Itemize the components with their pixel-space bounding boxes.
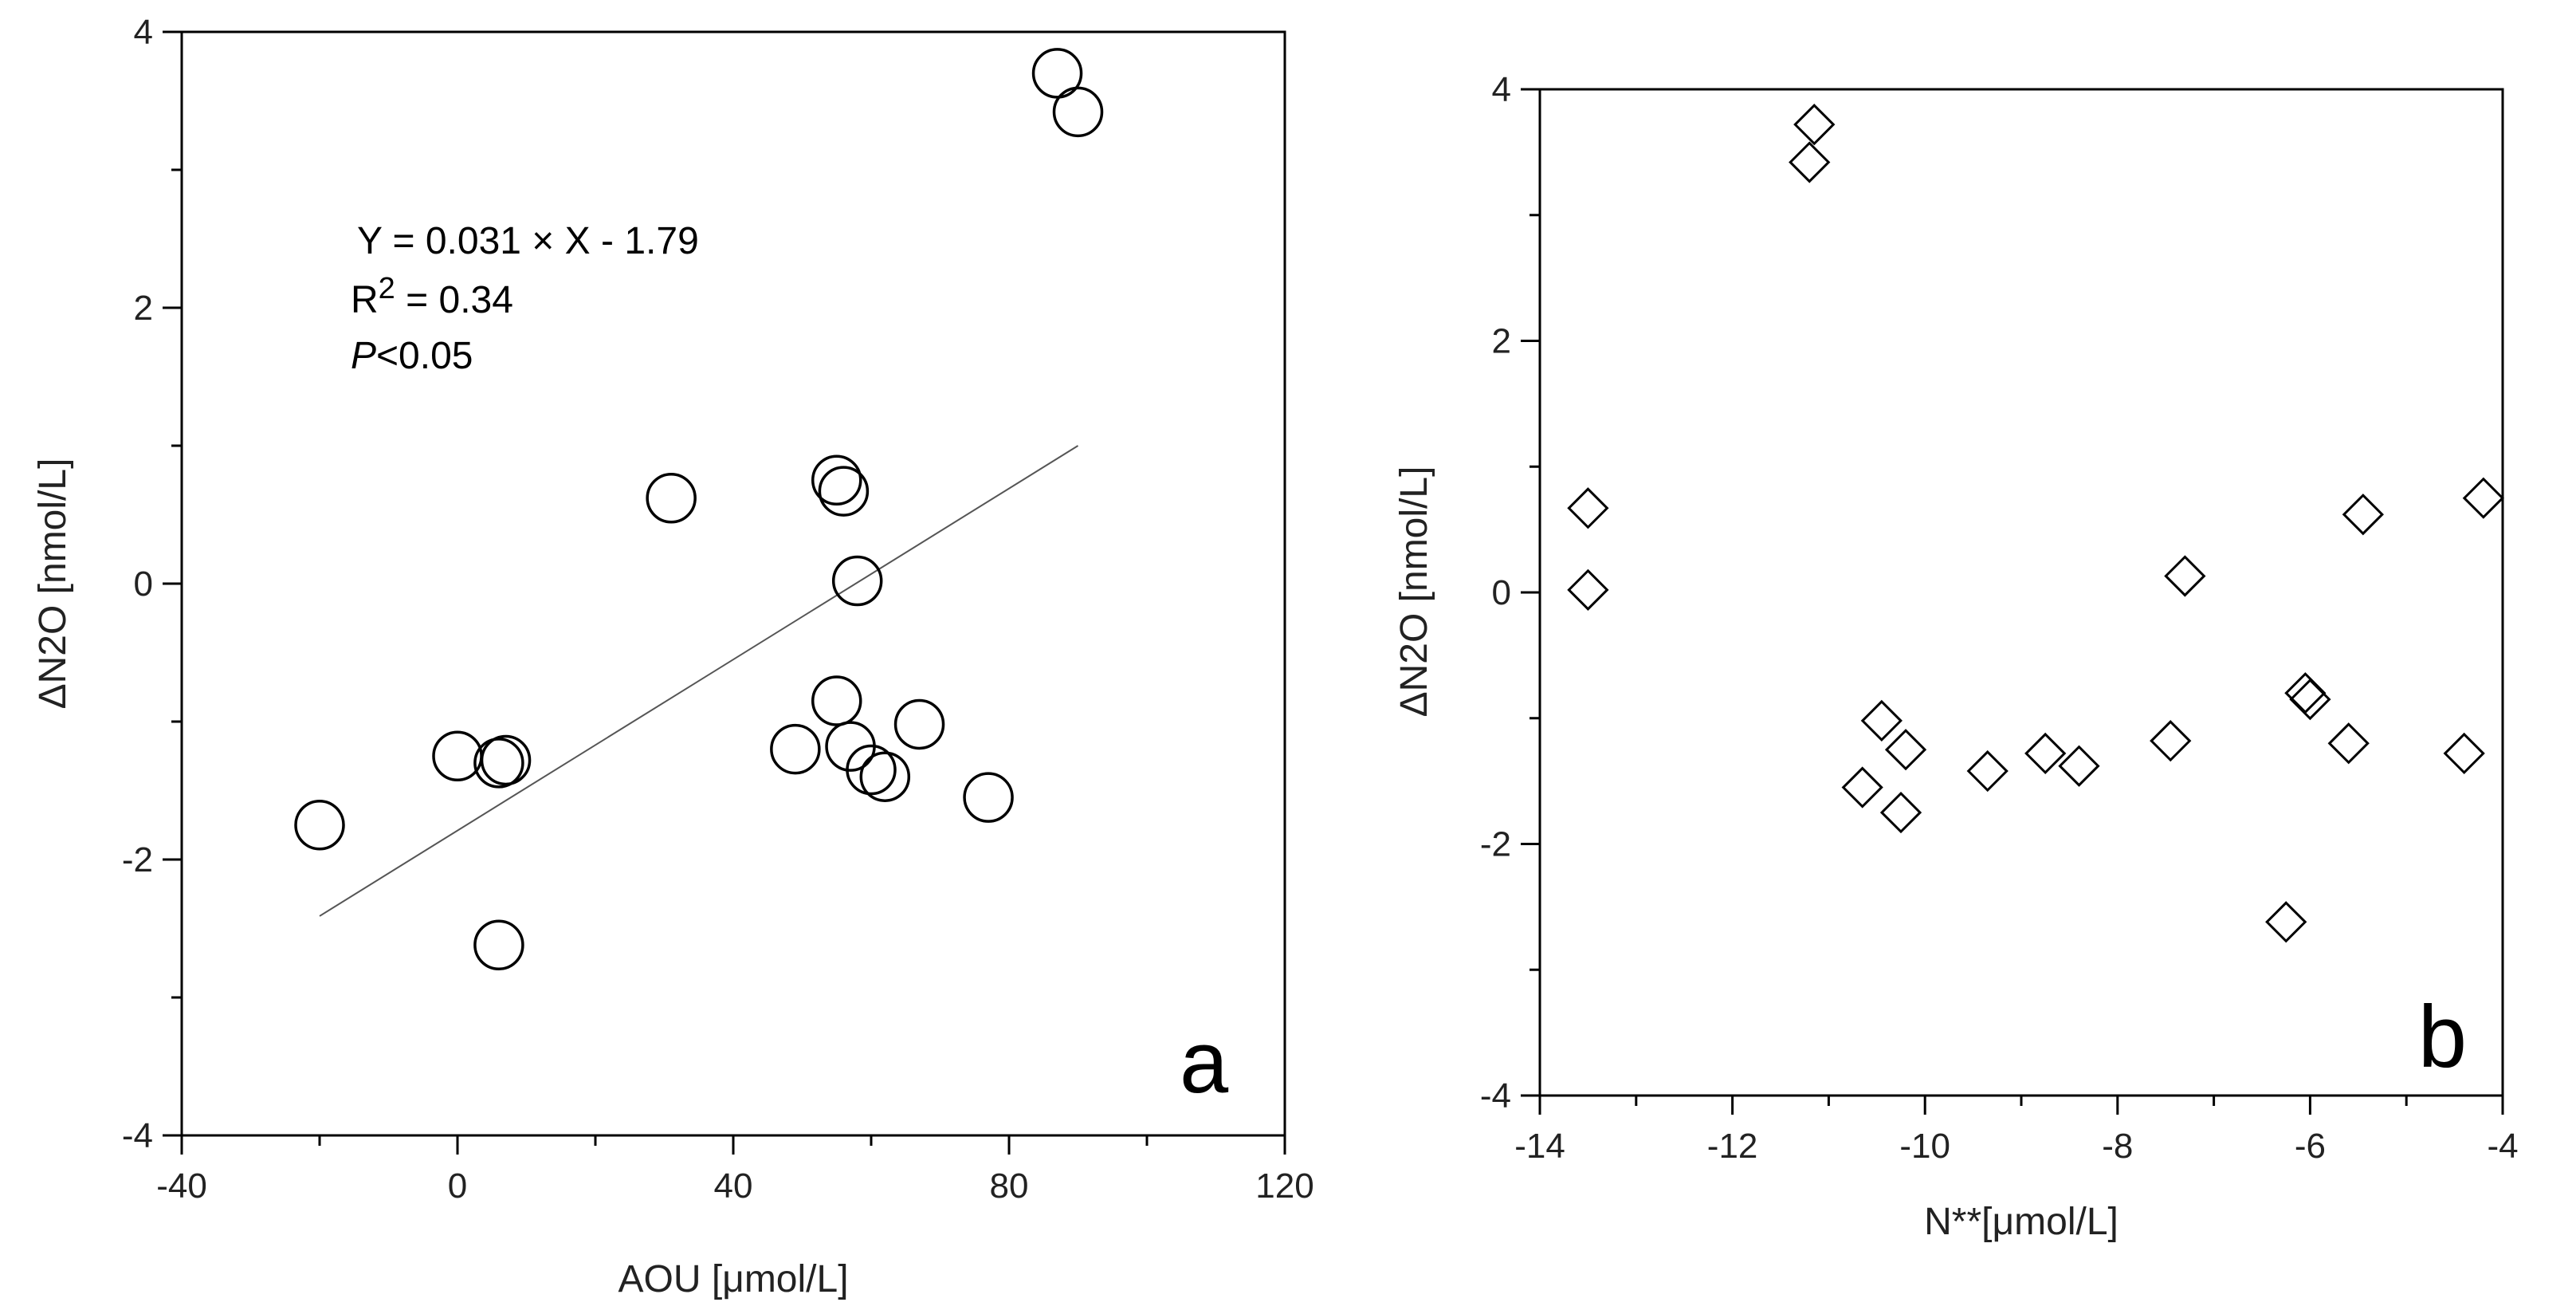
x-tick-label: 120	[1255, 1166, 1314, 1206]
data-point-circle	[811, 675, 862, 726]
y-tick-label: 2	[134, 289, 153, 328]
data-point-diamond	[2443, 732, 2485, 775]
x-tick-label: 80	[990, 1166, 1029, 1206]
data-point-diamond	[1860, 699, 1903, 742]
x-tick-label: -10	[1899, 1127, 1950, 1166]
data-point-diamond	[2024, 732, 2067, 775]
data-point-circle	[1031, 48, 1083, 99]
data-point-diamond	[2289, 678, 2331, 721]
data-point-diamond	[1567, 568, 1609, 611]
data-point-diamond	[2462, 477, 2504, 519]
data-point-diamond	[2164, 555, 2206, 597]
x-tick-label: -40	[156, 1166, 207, 1206]
y-tick-label: -4	[122, 1116, 153, 1155]
data-point-diamond	[2327, 722, 2370, 765]
data-point-circle	[811, 454, 862, 506]
y-tick-label: 4	[134, 13, 153, 52]
y-tick-label: 0	[134, 565, 153, 604]
panel-a-x-axis-title: AOU [μmol/L]	[618, 1258, 848, 1300]
data-point-circle	[770, 723, 821, 775]
data-point-diamond	[2150, 720, 2192, 762]
panel-b-y-axis-title: ΔN2O [nmol/L]	[1393, 466, 1435, 718]
y-tick-label: 2	[1492, 322, 1511, 361]
data-point-circle	[480, 734, 532, 786]
panel-b: -14 -12 -10 -8 -6 -4 -4 -2 0 2 4 b N**[μmol/L] ΔN2…	[1393, 70, 2519, 1243]
x-tick-label: -6	[2295, 1127, 2326, 1166]
panel-a-ticks: -40 0 40 80 120 -4 -2 0 2 4	[122, 13, 1314, 1206]
data-point-circle	[831, 555, 883, 607]
regression-line	[319, 445, 1079, 917]
data-point-circle	[893, 698, 945, 750]
x-tick-label: 40	[714, 1166, 753, 1206]
y-tick-label: -2	[1480, 825, 1511, 864]
data-point-circle	[859, 751, 911, 802]
data-point-diamond	[2058, 745, 2100, 787]
data-point-circle	[963, 772, 1014, 823]
data-point-circle	[294, 800, 345, 851]
data-point-diamond	[1793, 104, 1836, 146]
data-point-diamond	[2342, 494, 2384, 536]
data-point-diamond	[2284, 672, 2327, 714]
data-point-diamond	[1841, 766, 1883, 808]
panel-b-ticks: -14 -12 -10 -8 -6 -4 -4 -2 0 2 4	[1480, 70, 2519, 1166]
panel-a-fit-line-group	[319, 445, 1079, 917]
y-tick-label: 0	[1492, 573, 1511, 612]
data-point-diamond	[1879, 791, 1922, 834]
data-point-diamond	[1789, 141, 1831, 183]
panel-b-frame	[1538, 88, 2504, 1097]
data-point-circle	[432, 730, 483, 781]
panel-a-points	[294, 48, 1104, 971]
data-point-diamond	[2265, 901, 2307, 943]
panel-b-points	[1567, 104, 2504, 943]
data-point-circle	[646, 472, 697, 524]
y-tick-label: -2	[122, 840, 153, 879]
y-tick-label: -4	[1480, 1076, 1511, 1115]
panel-a-y-axis-title: ΔN2O [nmol/L]	[32, 458, 74, 710]
y-tick-label: 4	[1492, 70, 1511, 109]
panel-a-frame	[180, 30, 1286, 1137]
data-point-circle	[818, 466, 870, 517]
data-point-diamond	[1567, 487, 1609, 529]
panel-b-x-axis-title: N**[μmol/L]	[1924, 1201, 2119, 1243]
data-point-circle	[473, 919, 524, 971]
data-point-circle	[1052, 86, 1104, 138]
p-value: P<0.05	[351, 335, 473, 377]
x-tick-label: 0	[448, 1166, 467, 1206]
data-point-circle	[846, 744, 897, 796]
regression-equation: Y = 0.031 × X - 1.79	[357, 220, 699, 262]
panel-a-letter: a	[1180, 1013, 1229, 1111]
panel-b-letter: b	[2418, 988, 2467, 1086]
data-point-diamond	[1966, 749, 2009, 793]
r-squared: R2 = 0.34	[351, 272, 513, 321]
data-point-circle	[473, 738, 524, 789]
x-tick-label: -14	[1514, 1127, 1565, 1166]
data-point-diamond	[1884, 729, 1927, 771]
x-tick-label: -12	[1707, 1127, 1758, 1166]
x-tick-label: -8	[2102, 1127, 2133, 1166]
x-tick-label: -4	[2487, 1127, 2518, 1166]
